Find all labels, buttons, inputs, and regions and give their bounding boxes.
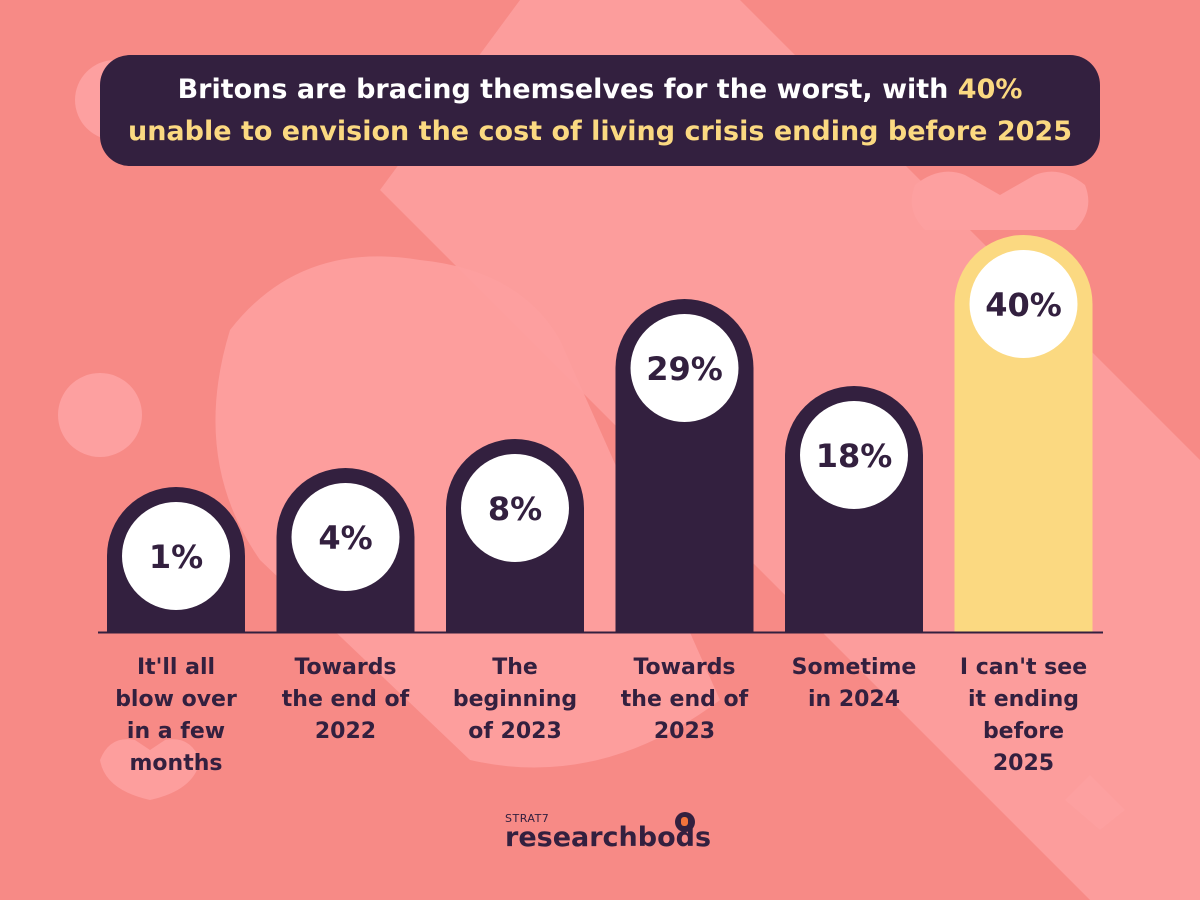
value-circle-2	[291, 483, 400, 591]
category-label-5: Sometime in 2024	[779, 652, 929, 716]
category-label-line: Sometime	[791, 655, 917, 680]
category-label-line: Towards	[294, 655, 397, 680]
category-label-line: it ending	[968, 687, 1079, 712]
category-label-4: Towards the end of 2023	[610, 652, 760, 748]
category-label-line: blow over	[115, 687, 237, 712]
title-text: Britons are bracing themselves for the w…	[177, 73, 958, 105]
category-label-line: in a few	[126, 719, 226, 744]
value-label-5: 18%	[816, 437, 893, 475]
chart-title: Britons are bracing themselves for the w…	[100, 55, 1100, 166]
title-line-2: unable to envision the cost of living cr…	[127, 115, 1073, 147]
category-label-line: the end of	[620, 687, 749, 712]
value-label-6: 40%	[985, 286, 1062, 324]
logo-small-text: STRAT7	[505, 812, 550, 825]
category-label-line: Towards	[633, 655, 736, 680]
category-label-3: The beginning of 2023	[440, 652, 590, 748]
value-circle-4	[630, 314, 739, 422]
category-label-line: the end of	[281, 687, 410, 712]
value-label-3: 8%	[488, 490, 542, 528]
category-label-line: It'll all	[136, 655, 216, 680]
researchbods-logo: STRAT7 researchbods	[505, 812, 711, 851]
category-label-line: beginning	[452, 687, 578, 712]
title-highlight-percent: 40%	[957, 73, 1023, 105]
value-label-2: 4%	[318, 519, 372, 557]
category-label-line: The	[492, 655, 538, 680]
category-label-line: months	[129, 751, 223, 776]
logo-icon	[675, 812, 695, 832]
category-label-2: Towards the end of 2022	[271, 652, 421, 748]
value-circle-1	[122, 502, 230, 610]
category-label-line: 2022	[314, 719, 377, 744]
category-label-6: I can't see it ending before 2025	[949, 652, 1099, 780]
value-circle-5	[800, 401, 908, 509]
category-label-line: 2025	[992, 751, 1055, 776]
category-label-1: It'll all blow over in a few months	[101, 652, 251, 780]
value-circle-3	[461, 454, 569, 562]
category-label-line: I can't see	[959, 655, 1088, 680]
category-label-line: 2023	[653, 719, 716, 744]
title-line-1: Britons are bracing themselves for the w…	[178, 69, 1023, 111]
category-label-line: in 2024	[807, 687, 901, 712]
value-circle-6	[969, 250, 1078, 358]
value-label-1: 1%	[149, 538, 203, 576]
value-label-4: 29%	[646, 350, 723, 388]
category-label-line: of 2023	[468, 719, 562, 744]
category-label-line: before	[982, 719, 1065, 744]
